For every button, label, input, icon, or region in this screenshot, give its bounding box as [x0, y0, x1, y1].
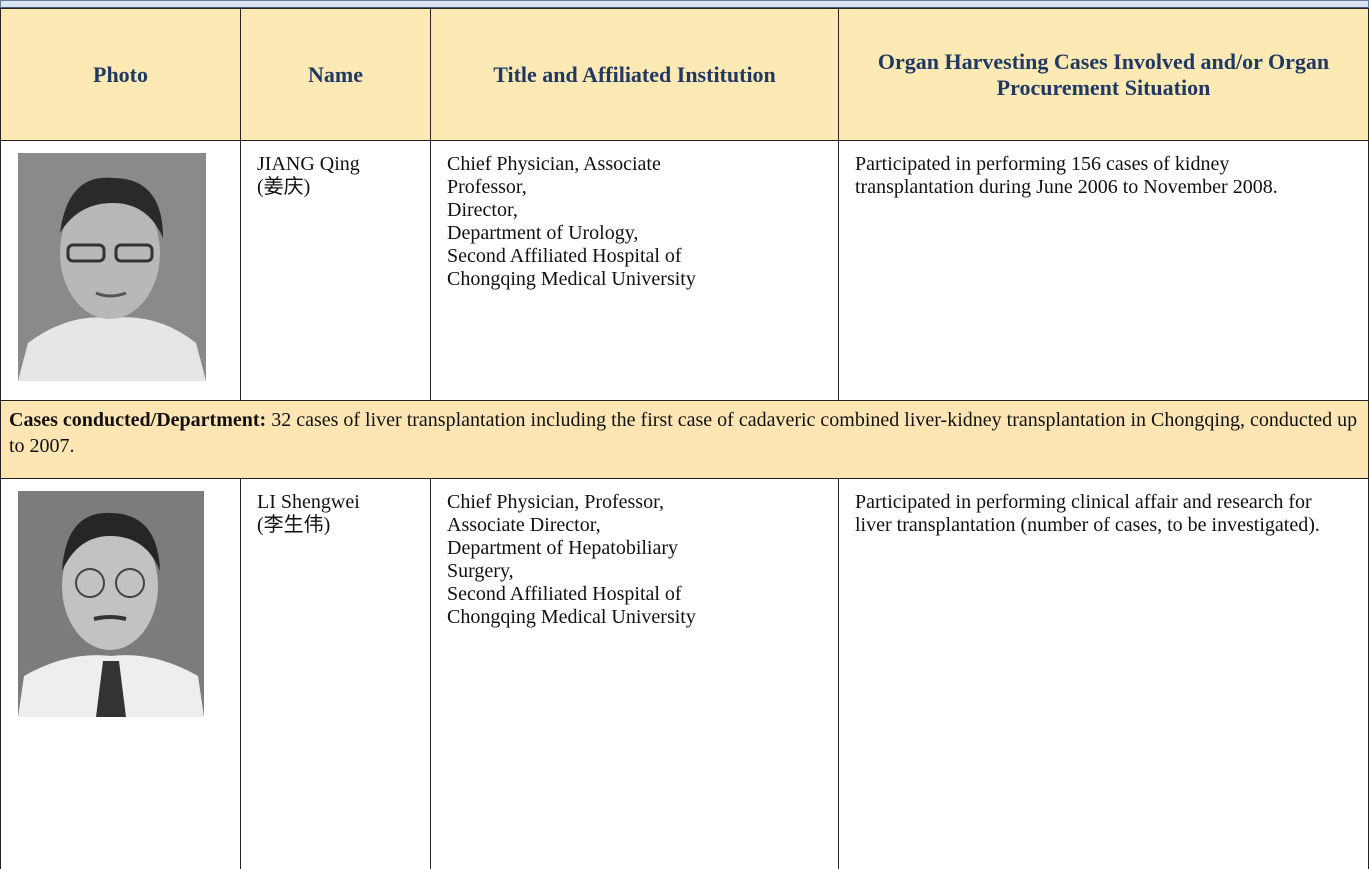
title-line: Chongqing Medical University [447, 268, 696, 290]
title-line: Professor, [447, 176, 527, 198]
header-text: Organ Harvesting Cases Involved and/or O… [877, 48, 1330, 100]
note-text: 32 cases of liver transplantation includ… [9, 409, 1358, 457]
name-line: JIANG Qing [257, 153, 360, 175]
header-text: Title and Affiliated Institution [493, 61, 776, 87]
photo [18, 491, 204, 717]
header-cell: Organ Harvesting Cases Involved and/or O… [838, 8, 1369, 140]
photo [18, 153, 206, 381]
title-cell: Chief Physician, Professor, Associate Dir… [430, 478, 838, 869]
title-cell: Chief Physician, Associate Professor, Dire… [430, 140, 838, 400]
title-line: Director, [447, 199, 518, 221]
cases-cell: Participated in performing clinical affa… [838, 478, 1369, 869]
name-cell: JIANG Qing (姜庆) [240, 140, 430, 400]
header-text: Name [308, 61, 363, 87]
name-line: (李生伟) [257, 514, 331, 536]
name-line: (姜庆) [257, 176, 311, 198]
name-line: LI Shengwei [257, 491, 360, 513]
header-cell: Name [240, 8, 430, 140]
title-line: Surgery, [447, 560, 514, 582]
title-line: Department of Hepatobiliary [447, 537, 679, 559]
cases-cell: Participated in performing 156 cases of … [838, 140, 1369, 400]
title-line: Second Affiliated Hospital of [447, 583, 682, 605]
photo-cell [0, 478, 240, 869]
title-line: Second Affiliated Hospital of [447, 245, 682, 267]
header-cell: Photo [0, 8, 240, 140]
cases-text: Participated in performing clinical affa… [855, 491, 1320, 536]
header-text: Photo [93, 61, 148, 87]
cases-text: Participated in performing 156 cases of … [855, 153, 1278, 198]
note-row: Cases conducted/Department: 32 cases of … [0, 400, 1369, 478]
title-line: Chief Physician, Associate [447, 153, 661, 175]
header-cell: Title and Affiliated Institution [430, 8, 838, 140]
photo-cell [0, 140, 240, 400]
title-line: Chongqing Medical University [447, 606, 696, 628]
name-cell: LI Shengwei (李生伟) [240, 478, 430, 869]
title-line: Chief Physician, Professor, [447, 491, 664, 513]
note-label: Cases conducted/Department: [9, 409, 267, 431]
title-line: Department of Urology, [447, 222, 639, 244]
title-line: Associate Director, [447, 514, 601, 536]
